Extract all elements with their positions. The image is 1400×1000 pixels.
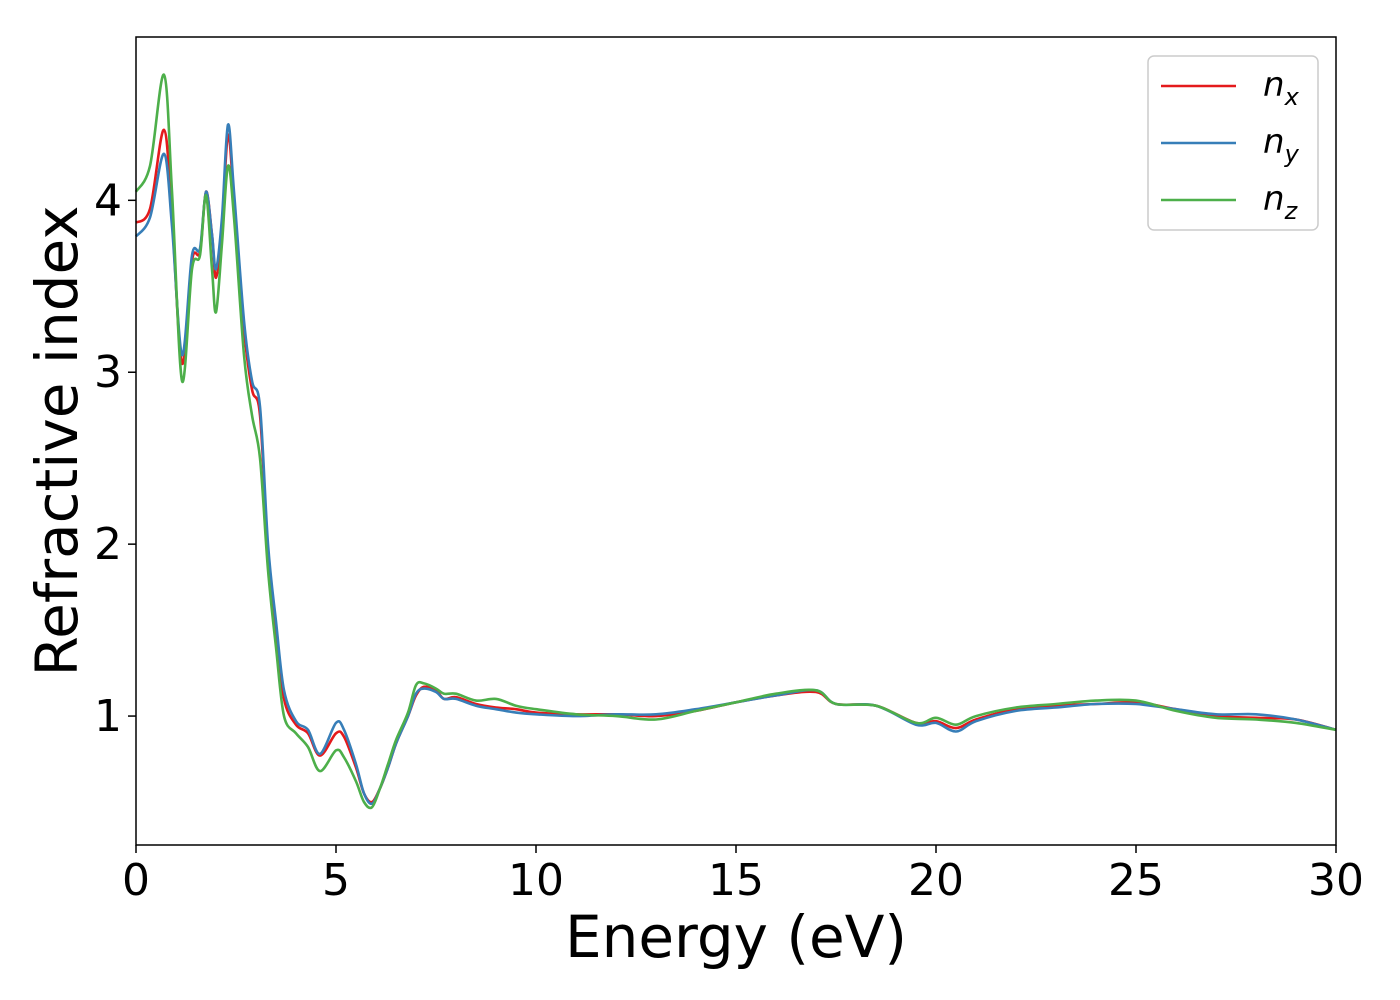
x-tick-label: 30 xyxy=(1308,855,1364,906)
x-tick-label: 15 xyxy=(708,855,764,906)
y-axis-title: Refractive index xyxy=(23,205,91,676)
x-tick-label: 25 xyxy=(1108,855,1164,906)
x-tick-label: 5 xyxy=(322,855,350,906)
x-tick-label: 10 xyxy=(508,855,564,906)
series-line-z xyxy=(134,73,1337,810)
legend-label-x: nx xyxy=(1263,65,1300,111)
y-tick-label: 1 xyxy=(94,691,122,742)
x-axis-ticks: 0 5 10 15 20 25 30 xyxy=(122,845,1364,906)
y-tick-label: 2 xyxy=(94,519,122,570)
series-line-y xyxy=(134,123,1337,806)
legend: nx ny nz xyxy=(1147,55,1319,231)
x-tick-label: 20 xyxy=(908,855,964,906)
series-layer xyxy=(134,73,1337,810)
x-tick-label: 0 xyxy=(122,855,150,906)
legend-label-z: nz xyxy=(1263,179,1299,225)
y-tick-label: 3 xyxy=(94,347,122,398)
y-tick-label: 4 xyxy=(94,175,122,226)
x-axis-title: Energy (eV) xyxy=(565,903,907,971)
y-axis-ticks: 1 2 3 4 xyxy=(94,175,136,742)
legend-label-y: ny xyxy=(1263,122,1300,168)
